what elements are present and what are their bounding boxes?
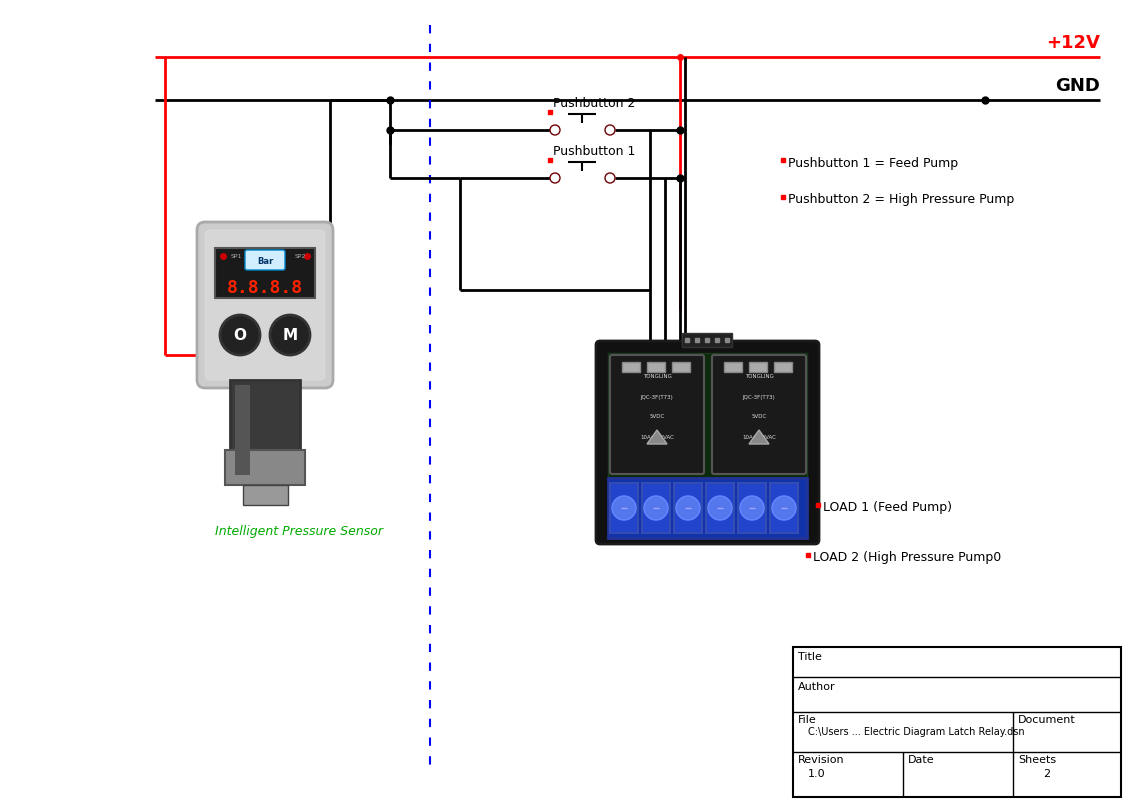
Circle shape: [220, 315, 260, 355]
Text: 1.0: 1.0: [808, 769, 825, 779]
Circle shape: [271, 315, 310, 355]
Bar: [674, 483, 702, 533]
Bar: [738, 483, 766, 533]
Text: JQC-3F(T73): JQC-3F(T73): [641, 395, 674, 399]
Bar: [749, 362, 767, 372]
Text: 10A/250VAC: 10A/250VAC: [743, 435, 775, 439]
Text: Revision: Revision: [798, 755, 844, 765]
Text: Pushbutton 2: Pushbutton 2: [554, 97, 635, 110]
Text: Document: Document: [1018, 715, 1075, 725]
Text: C:\Users ... Electric Diagram Latch Relay.dsn: C:\Users ... Electric Diagram Latch Rela…: [808, 727, 1024, 737]
Bar: [642, 483, 670, 533]
Text: SP2: SP2: [295, 253, 307, 258]
Text: 8.8.8.8: 8.8.8.8: [226, 279, 303, 297]
Bar: [215, 248, 315, 298]
Polygon shape: [749, 430, 769, 444]
Circle shape: [676, 496, 700, 520]
Bar: [608, 353, 807, 478]
Text: Author: Author: [798, 682, 835, 692]
Bar: [243, 485, 288, 505]
Circle shape: [550, 125, 560, 135]
Text: Date: Date: [908, 755, 935, 765]
FancyBboxPatch shape: [712, 355, 806, 474]
Text: 5VDC: 5VDC: [752, 415, 766, 419]
Text: LOAD 2 (High Pressure Pump0: LOAD 2 (High Pressure Pump0: [813, 552, 1001, 565]
Bar: [724, 362, 741, 372]
Circle shape: [604, 125, 615, 135]
Text: M: M: [283, 327, 298, 342]
FancyBboxPatch shape: [197, 222, 333, 388]
Text: Bar: Bar: [257, 257, 273, 265]
Text: +12V: +12V: [1046, 34, 1100, 52]
Polygon shape: [648, 430, 667, 444]
Text: TONGLING: TONGLING: [745, 375, 773, 379]
Bar: [648, 362, 664, 372]
Text: GND: GND: [1055, 77, 1100, 95]
Circle shape: [740, 496, 764, 520]
Text: Pushbutton 1: Pushbutton 1: [554, 145, 635, 158]
Text: SP1: SP1: [231, 253, 242, 258]
Bar: [706, 483, 734, 533]
FancyBboxPatch shape: [610, 355, 704, 474]
Circle shape: [550, 173, 560, 183]
Text: 2: 2: [1043, 769, 1050, 779]
Text: Title: Title: [798, 652, 822, 662]
Circle shape: [708, 496, 732, 520]
Bar: [774, 362, 792, 372]
Circle shape: [604, 173, 615, 183]
Bar: [610, 483, 638, 533]
FancyBboxPatch shape: [245, 250, 285, 270]
Bar: [608, 478, 807, 538]
Circle shape: [772, 496, 796, 520]
Text: Pushbutton 1 = Feed Pump: Pushbutton 1 = Feed Pump: [788, 156, 958, 169]
Text: JQC-3F(T73): JQC-3F(T73): [743, 395, 775, 399]
Circle shape: [612, 496, 636, 520]
Bar: [235, 385, 250, 475]
Text: Intelligent Pressure Sensor: Intelligent Pressure Sensor: [215, 525, 383, 538]
Bar: [681, 333, 732, 347]
Text: TONGLING: TONGLING: [643, 375, 671, 379]
Text: Pushbutton 2 = High Pressure Pump: Pushbutton 2 = High Pressure Pump: [788, 193, 1014, 206]
FancyBboxPatch shape: [597, 341, 818, 544]
Bar: [672, 362, 691, 372]
Bar: [770, 483, 798, 533]
Circle shape: [644, 496, 668, 520]
Text: 5VDC: 5VDC: [650, 415, 664, 419]
Bar: [230, 380, 300, 480]
Text: O: O: [233, 327, 247, 342]
Bar: [621, 362, 640, 372]
Text: File: File: [798, 715, 817, 725]
Text: Sheets: Sheets: [1018, 755, 1056, 765]
Bar: [225, 450, 305, 485]
Bar: [794, 647, 1121, 797]
Text: 10A/250VAC: 10A/250VAC: [640, 435, 674, 439]
Text: LOAD 1 (Feed Pump): LOAD 1 (Feed Pump): [823, 501, 952, 515]
FancyBboxPatch shape: [205, 230, 325, 380]
